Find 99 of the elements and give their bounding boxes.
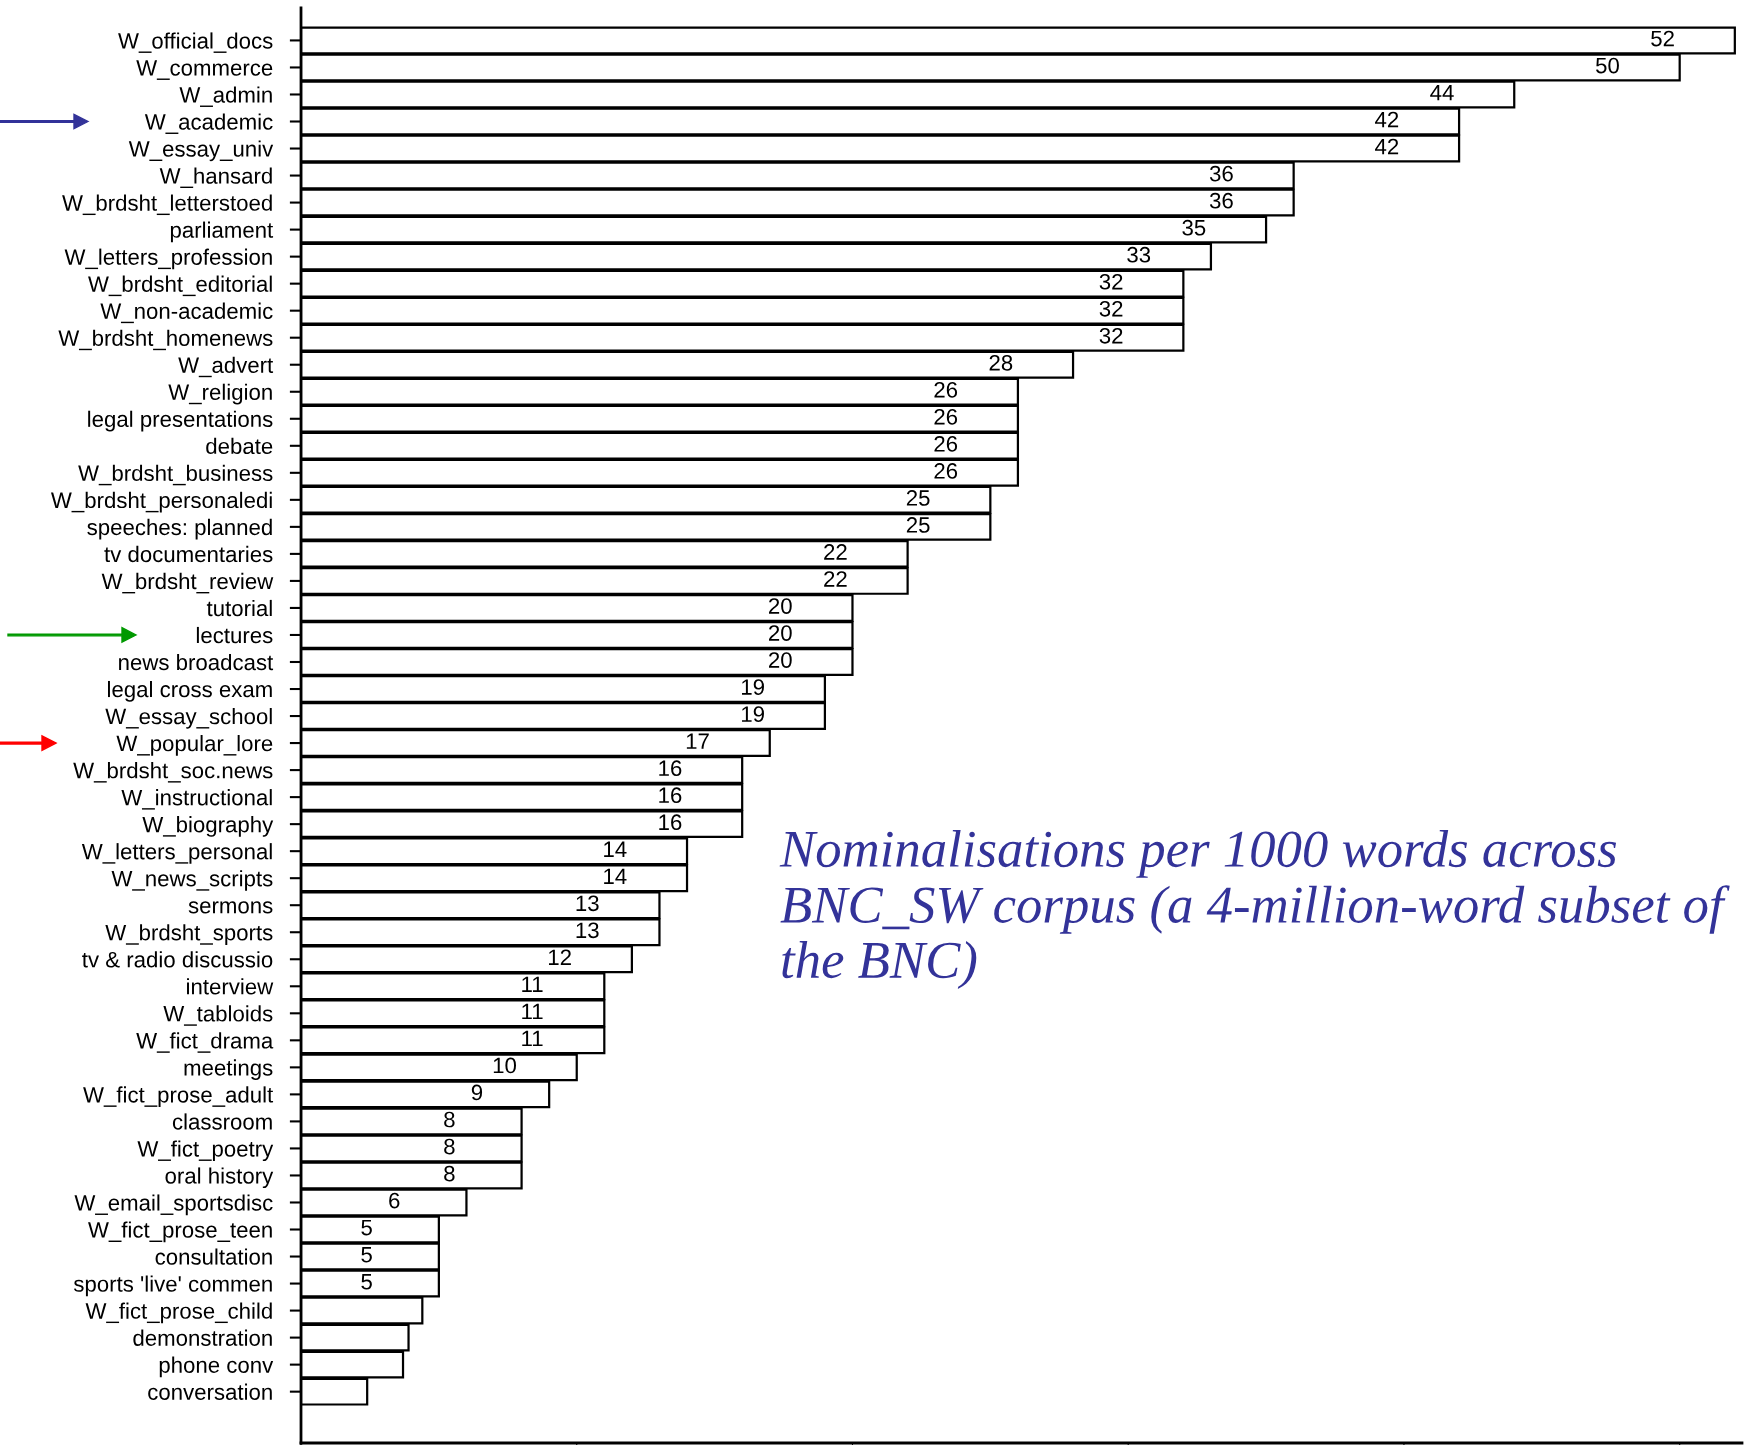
y-tick-label: W_email_sportsdisc — [74, 1194, 273, 1216]
y-tick-label: W_brdsht_homenews — [58, 329, 273, 351]
data-label: 5 — [361, 1274, 372, 1290]
y-tick-label: W_official_docs — [118, 32, 273, 53]
y-tick-label: W_fict_drama — [136, 1032, 274, 1053]
y-tick-label: W_tabloids — [163, 1005, 273, 1026]
data-label: 12 — [549, 949, 571, 966]
data-label: 14 — [604, 868, 627, 884]
data-label: 20 — [769, 652, 792, 668]
data-label: 13 — [576, 922, 599, 939]
data-label: 8 — [444, 1138, 455, 1155]
y-tick-label: W_advert — [178, 356, 274, 378]
y-tick-label: phone conv — [159, 1356, 274, 1378]
y-tick-label: classroom — [172, 1113, 272, 1130]
data-label: 42 — [1375, 138, 1399, 155]
y-tick-label: news broadcast — [119, 653, 274, 671]
y-tick-label: W_news_scripts — [111, 870, 273, 891]
y-tick-label: meetings — [184, 1059, 273, 1081]
y-tick-label: interview — [187, 978, 274, 995]
data-label: 42 — [1375, 111, 1399, 128]
y-tick-label: W_brdsht_business — [78, 464, 273, 486]
data-label: 16 — [659, 760, 682, 777]
y-tick-label: W_brdsht_sports — [105, 924, 273, 945]
data-label: 20 — [769, 625, 792, 641]
y-tick-label: conversation — [148, 1383, 272, 1400]
data-label: 22 — [824, 571, 847, 587]
y-tick-label: W_letters_profession — [64, 248, 272, 270]
data-label: 22 — [824, 544, 847, 560]
y-tick-label: tv documentaries — [104, 545, 273, 563]
data-label: 32 — [1099, 300, 1123, 317]
data-label: 19 — [742, 706, 764, 723]
y-tick-label: debate — [206, 437, 273, 455]
data-label: 16 — [659, 787, 682, 804]
data-label: 11 — [522, 976, 543, 993]
data-label: 25 — [906, 517, 930, 533]
data-label: 32 — [1099, 273, 1123, 290]
y-tick-label: tutorial — [206, 599, 272, 617]
y-tick-label: tv & radio discussio — [82, 951, 273, 968]
data-label: 8 — [444, 1165, 455, 1182]
y-tick-label: W_commerce — [136, 60, 273, 80]
data-label: 17 — [686, 733, 709, 749]
data-label: 16 — [659, 814, 682, 831]
y-tick-label: W_letters_personal — [81, 843, 272, 864]
y-tick-label: legal presentations — [88, 410, 273, 432]
data-label: 25 — [906, 490, 930, 506]
data-label: 13 — [576, 895, 599, 912]
y-tick-label: oral history — [165, 1167, 274, 1189]
data-label: 52 — [1651, 30, 1674, 47]
y-tick-label: demonstration — [133, 1329, 272, 1346]
y-tick-label: W_fict_poetry — [137, 1140, 274, 1162]
data-label: 36 — [1209, 165, 1233, 182]
data-label: 26 — [934, 409, 958, 425]
y-tick-label: W_instructional — [121, 789, 272, 810]
y-tick-label: W_hansard — [159, 167, 272, 189]
data-label: 35 — [1182, 219, 1206, 236]
data-label: 26 — [934, 436, 958, 452]
y-tick-label: sermons — [188, 901, 273, 914]
y-tick-label: W_brdsht_letterstoed — [62, 194, 272, 216]
data-label: 8 — [444, 1111, 455, 1128]
data-label: 6 — [389, 1192, 400, 1209]
y-tick-label: parliament — [170, 221, 274, 243]
y-tick-label: speeches: planned — [87, 518, 272, 540]
data-label: 36 — [1209, 192, 1233, 209]
y-tick-label: W_essay_univ — [128, 140, 274, 162]
y-tick-label: W_brdsht_editorial — [88, 275, 272, 297]
data-label: 32 — [1099, 327, 1123, 344]
y-tick-label: W_essay_school — [105, 707, 272, 729]
data-label: 11 — [522, 1030, 543, 1047]
y-tick-label: W_religion — [168, 383, 272, 405]
data-label: 26 — [934, 381, 958, 398]
y-tick-label: W_admin — [179, 86, 272, 107]
y-tick-label: W_brdsht_personaledi — [50, 491, 272, 513]
y-tick-label: legal cross exam — [108, 680, 272, 702]
data-label: 5 — [361, 1219, 372, 1236]
y-tick-label: W_biography — [142, 816, 274, 837]
y-tick-label: W_brdsht_soc.news — [73, 762, 273, 783]
data-label: 19 — [742, 679, 764, 695]
y-tick-label: W_popular_lore — [116, 735, 273, 756]
data-label: 10 — [493, 1057, 517, 1074]
y-tick-label: consultation — [155, 1248, 272, 1265]
data-label: 33 — [1127, 246, 1151, 263]
data-label: 50 — [1595, 57, 1619, 74]
y-tick-label: W_fict_prose_child — [85, 1302, 272, 1324]
y-tick-label: lectures — [196, 626, 273, 644]
y-tick-label: W_academic — [144, 113, 273, 134]
data-label: 28 — [989, 354, 1013, 371]
y-tick-label: W_non-academic — [100, 302, 273, 324]
data-label: 26 — [934, 463, 958, 479]
y-tick-label: sports 'live' commen — [73, 1275, 272, 1297]
data-label: 5 — [361, 1246, 372, 1263]
y-tick-label: W_fict_prose_adult — [83, 1086, 274, 1108]
data-label: 14 — [604, 841, 627, 857]
y-tick-label: W_fict_prose_teen — [88, 1221, 272, 1243]
data-label: 20 — [769, 598, 792, 614]
data-label: 11 — [522, 1003, 543, 1020]
data-label: 44 — [1430, 84, 1454, 101]
text: Nominalisations per 1000 words across BNC_SW corpus (a 4-million-word subset of the BNC) — [779, 830, 1730, 989]
y-tick-label: W_brdsht_review — [101, 572, 274, 594]
data-label: 9 — [471, 1084, 483, 1101]
